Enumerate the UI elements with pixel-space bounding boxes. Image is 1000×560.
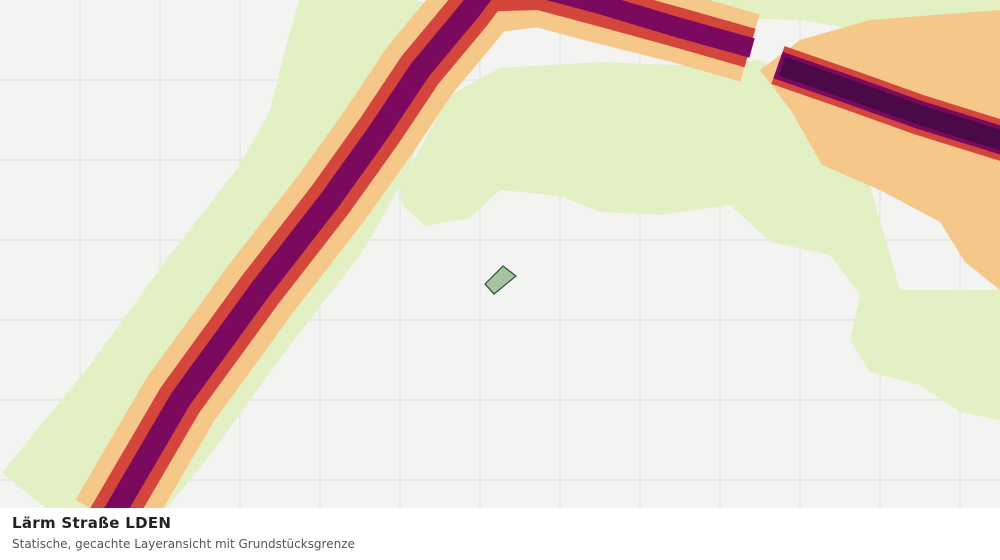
map-layers: [0, 0, 1000, 508]
noise-zone-very-high: [104, 0, 492, 508]
noise-zone-low: [690, 0, 1000, 40]
noise-zone-extreme: [778, 56, 1000, 151]
map-subtitle: Statische, gecachte Layeransicht mit Gru…: [12, 537, 355, 551]
noise-zone-very-high: [546, 0, 755, 58]
map: [0, 0, 1000, 508]
map-title: Lärm Straße LDEN: [12, 514, 172, 532]
parcel-boundary[interactable]: [484, 265, 517, 295]
caption: Lärm Straße LDEN Statische, gecachte Lay…: [0, 508, 1000, 560]
